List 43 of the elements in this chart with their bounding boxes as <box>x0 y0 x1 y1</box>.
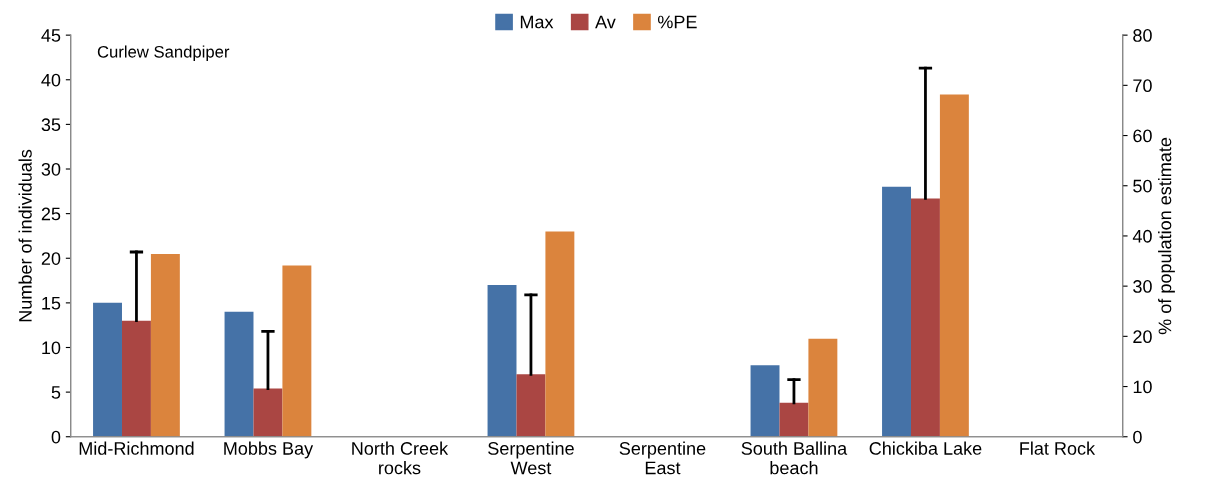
y2-tick-label: 50 <box>1133 179 1152 193</box>
y-tick-label: 30 <box>41 162 61 176</box>
x-tick-label: North Creek rocks <box>352 441 449 475</box>
y-tick-label: 25 <box>41 207 61 221</box>
y-tick-label: 5 <box>51 386 61 399</box>
x-tick-label: Mid-Richmond <box>79 441 194 455</box>
bar <box>516 374 546 437</box>
y2-axis-title: % of population estimate <box>1158 137 1175 335</box>
bar <box>882 186 911 437</box>
x-tick-label: Mobbs Bay <box>224 441 314 459</box>
y2-tick-label: 20 <box>1133 330 1152 344</box>
bar <box>545 231 575 437</box>
bar <box>224 311 254 437</box>
y-tick-label: 10 <box>42 341 61 355</box>
annotation: Curlew Sandpiper <box>97 45 230 61</box>
y-tick-label: 35 <box>41 118 61 132</box>
y-tick-label: 15 <box>42 296 61 310</box>
y-tick-label: 20 <box>41 252 61 265</box>
bar <box>282 265 312 437</box>
legend-label: Max <box>520 15 554 29</box>
x-tick-label: South Ballina beach <box>741 441 848 475</box>
x-tick-label: Chickiba Lake <box>869 441 982 455</box>
legend-label: %PE <box>657 15 697 29</box>
y-axis-title: Number of individuals <box>18 149 32 322</box>
bar <box>253 388 283 437</box>
bar <box>808 338 838 437</box>
y-tick-label: 40 <box>41 73 61 87</box>
y2-tick-label: 10 <box>1133 380 1152 394</box>
y2-tick-label: 40 <box>1132 229 1152 243</box>
y2-tick-label: 70 <box>1133 79 1152 93</box>
y2-tick-label: 60 <box>1133 129 1152 143</box>
y-tick-label: 0 <box>51 430 61 444</box>
legend-label: Av <box>595 15 616 29</box>
y2-tick-label: 0 <box>1133 430 1142 444</box>
x-tick-label: Serpentine East <box>619 441 706 475</box>
bar <box>93 302 122 437</box>
y-tick-label: 45 <box>41 29 61 42</box>
x-tick-label: Serpentine West <box>488 441 574 475</box>
bar <box>750 365 780 437</box>
y2-tick-label: 80 <box>1133 29 1152 42</box>
x-tick-label: Flat Rock <box>1020 441 1096 455</box>
bar <box>487 285 517 437</box>
y2-tick-label: 30 <box>1133 280 1152 293</box>
